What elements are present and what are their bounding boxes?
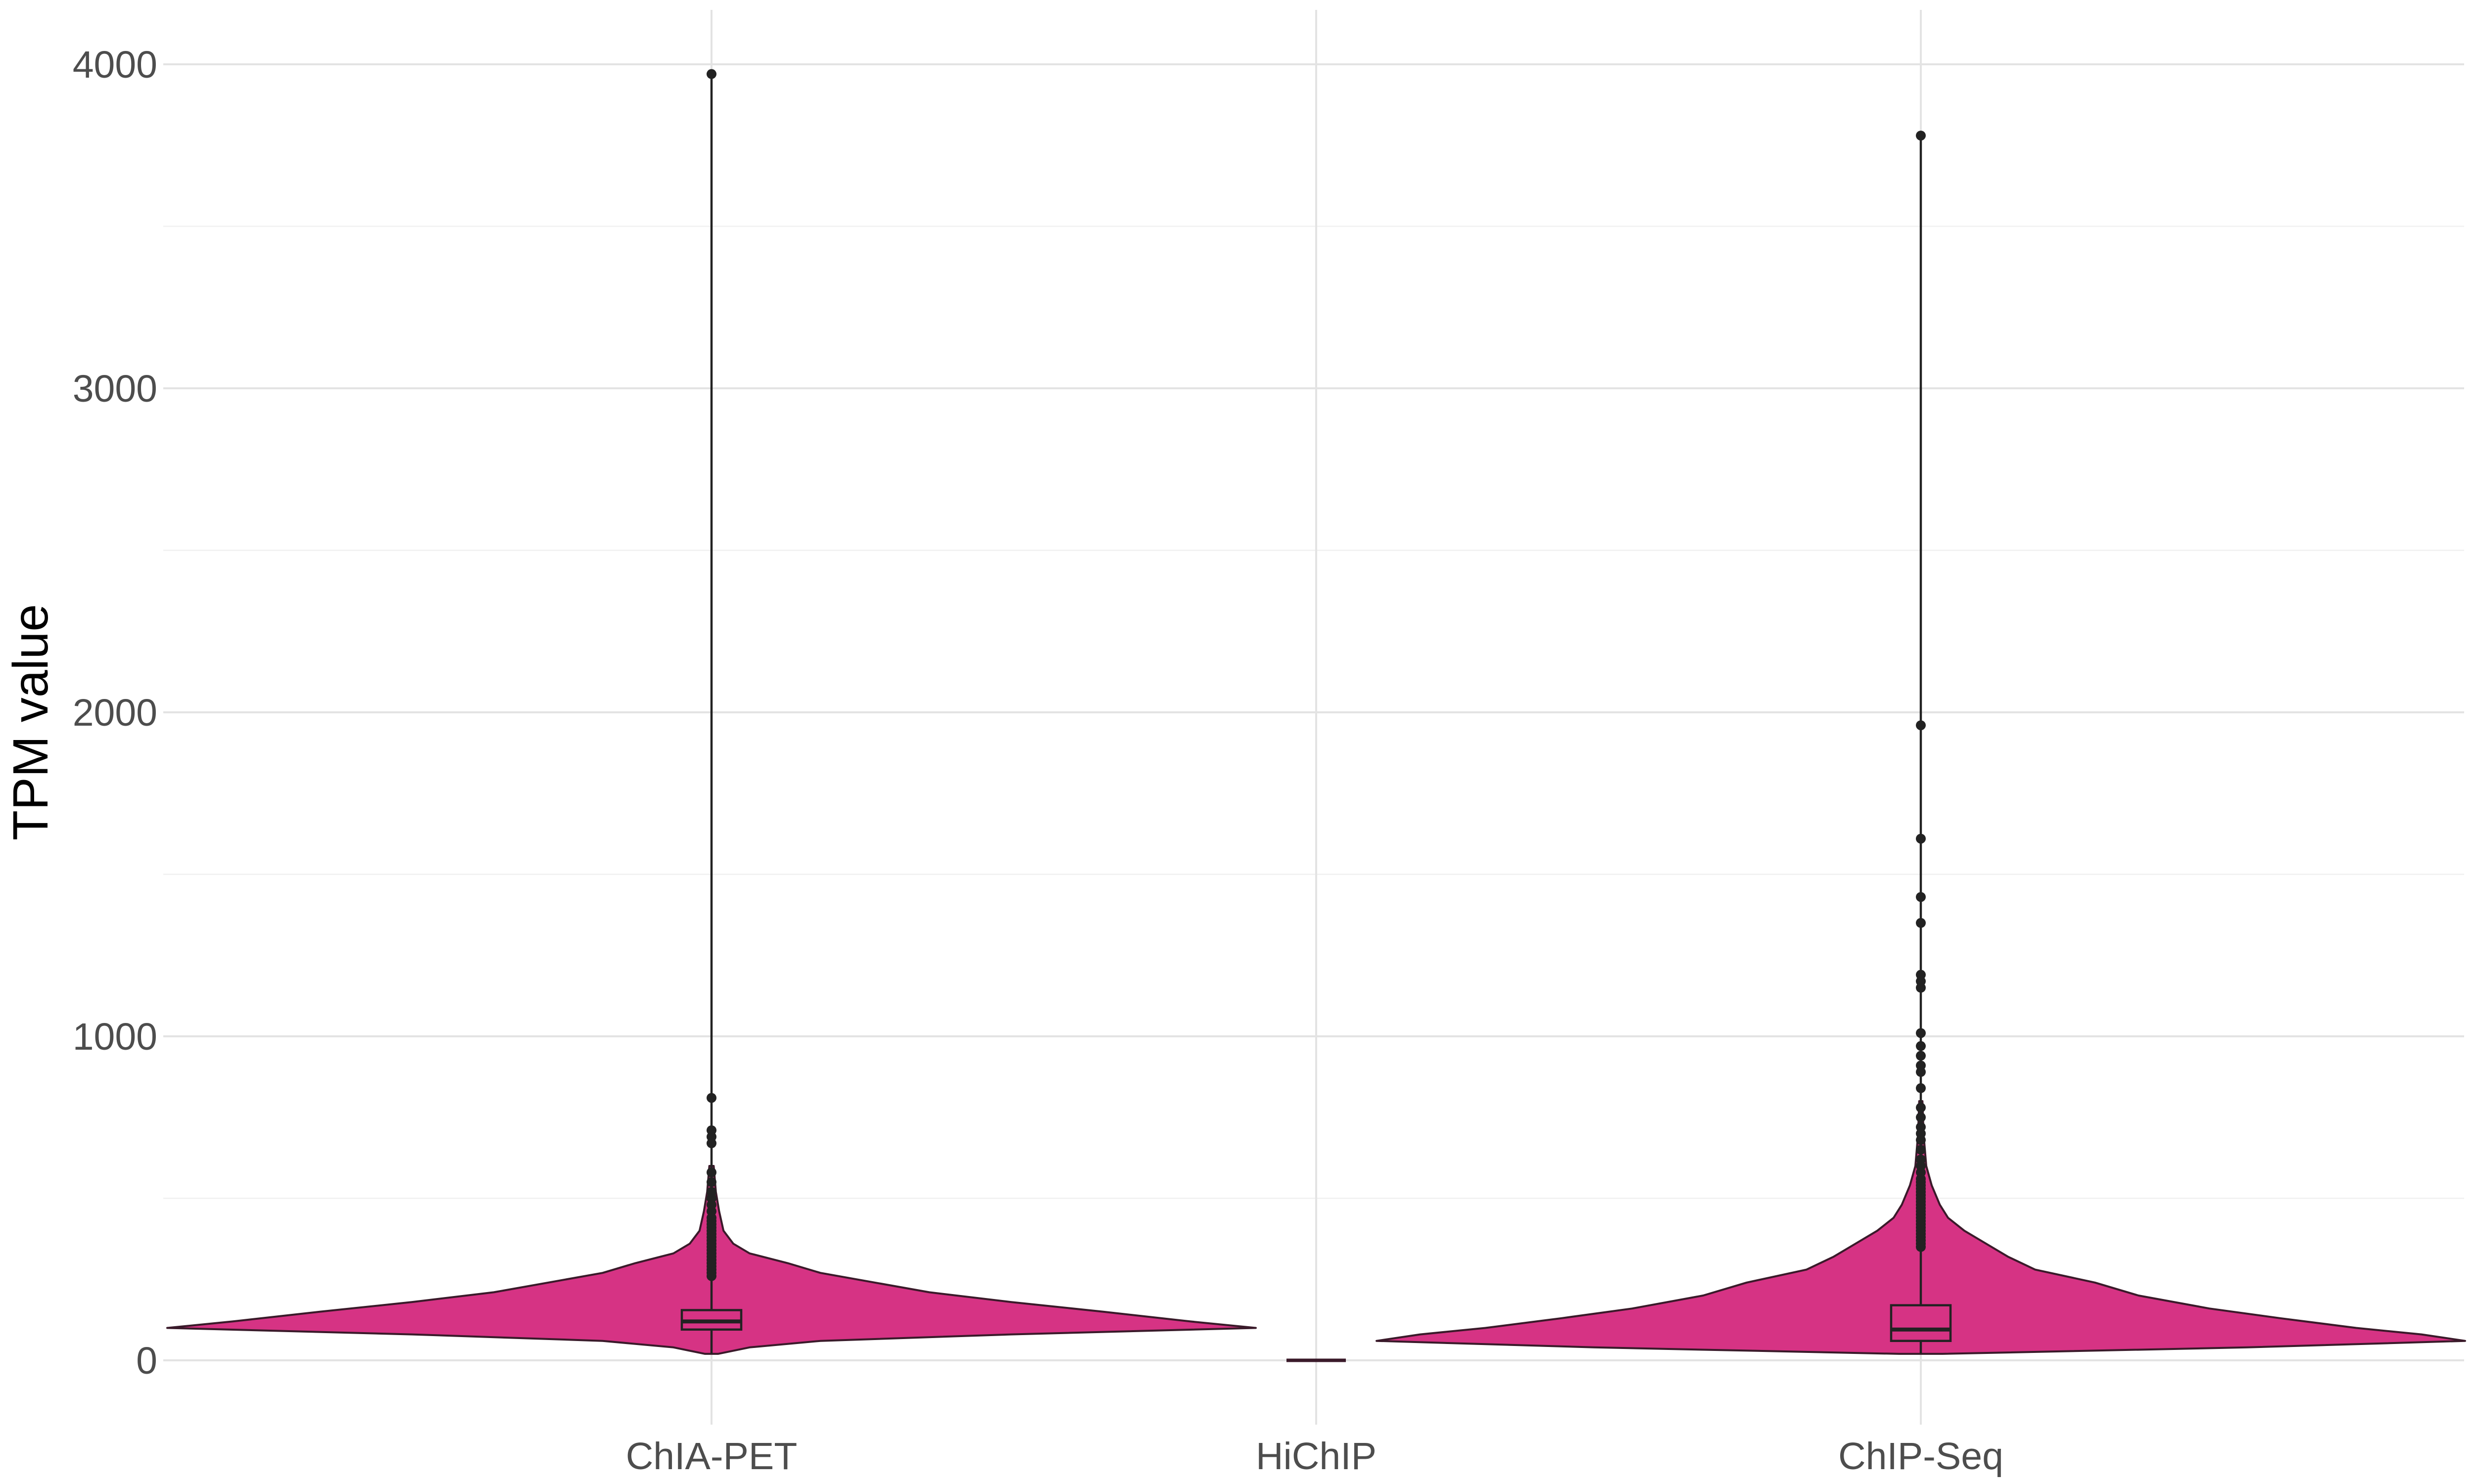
x-tick-labels: ChIA-PET HiChIP ChIP-Seq [626,1435,2003,1478]
y-axis-title: TPM value [3,604,58,840]
x-tick-label: HiChIP [1256,1435,1377,1478]
outlier-point [1916,1145,1926,1155]
outlier-point [707,1187,716,1197]
y-tick-labels: 0 1000 2000 3000 4000 [73,44,157,1382]
outlier-point [1916,131,1926,141]
outlier-points [707,69,1926,1281]
outlier-point [707,1167,716,1178]
grid-lines [163,10,2464,1425]
outlier-point [1916,1122,1926,1132]
outlier-point [1916,1083,1926,1093]
x-tick-label: ChIA-PET [626,1435,798,1478]
outlier-point [1916,892,1926,902]
y-tick-label: 3000 [73,368,157,410]
outlier-point [1916,1103,1926,1113]
y-tick-label: 1000 [73,1016,157,1058]
outlier-point [1916,1060,1926,1070]
outlier-point [707,69,716,79]
outlier-point [1916,834,1926,844]
outlier-point [1916,1041,1926,1051]
y-tick-label: 4000 [73,44,157,86]
outlier-point [707,1093,716,1103]
outlier-point [1916,720,1926,731]
box-iqr [1890,1304,1952,1342]
outlier-point [1916,1051,1926,1061]
outlier-point [1916,970,1926,980]
y-tick-label: 2000 [73,692,157,734]
outlier-point [707,1125,716,1135]
outlier-point [1916,1154,1926,1164]
x-tick-label: ChIP-Seq [1838,1435,2003,1478]
outlier-point [1916,1028,1926,1038]
outlier-point [1916,1112,1926,1122]
y-tick-label: 0 [136,1340,157,1382]
outlier-point [1916,918,1926,928]
outlier-point [707,1177,716,1187]
